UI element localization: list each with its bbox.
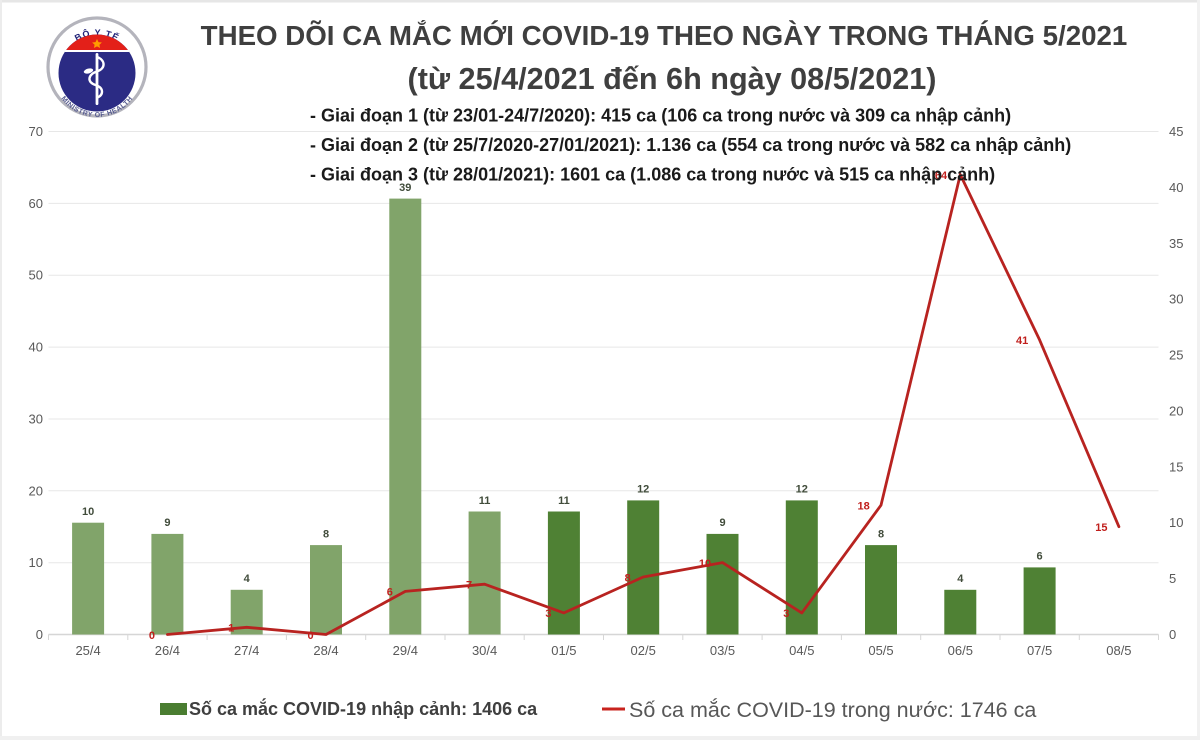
svg-text:10: 10: [82, 506, 94, 518]
svg-text:8: 8: [625, 572, 631, 584]
svg-text:45: 45: [1169, 124, 1183, 139]
svg-text:40: 40: [29, 340, 43, 355]
svg-text:10: 10: [699, 558, 711, 570]
svg-text:70: 70: [29, 124, 43, 139]
svg-text:4: 4: [957, 573, 964, 585]
svg-text:9: 9: [719, 517, 725, 529]
svg-text:25: 25: [1169, 348, 1183, 363]
svg-text:15: 15: [1169, 459, 1183, 474]
svg-text:11: 11: [479, 495, 491, 507]
svg-text:27/4: 27/4: [234, 643, 259, 658]
svg-text:6: 6: [1037, 551, 1043, 563]
svg-text:0: 0: [1169, 627, 1176, 642]
svg-text:4: 4: [244, 573, 251, 585]
svg-text:9: 9: [164, 517, 170, 529]
svg-text:02/5: 02/5: [631, 643, 656, 658]
svg-text:(từ 25/4/2021 đến 6h ngày 08/5: (từ 25/4/2021 đến 6h ngày 08/5/2021): [408, 62, 937, 96]
svg-text:12: 12: [796, 484, 808, 496]
svg-text:18: 18: [857, 501, 869, 513]
svg-text:8: 8: [878, 528, 884, 540]
svg-text:30/4: 30/4: [472, 643, 497, 658]
svg-text:6: 6: [387, 587, 393, 599]
svg-text:1: 1: [228, 623, 234, 635]
svg-text:3: 3: [545, 608, 551, 620]
svg-text:- Giai đoạn 3 (từ 28/01/2021):: - Giai đoạn 3 (từ 28/01/2021): 1601 ca (…: [310, 165, 995, 185]
svg-text:Số ca mắc COVID-19 nhập cảnh:: Số ca mắc COVID-19 nhập cảnh: 1406 ca: [189, 698, 538, 719]
svg-text:0: 0: [307, 630, 313, 642]
svg-text:03/5: 03/5: [710, 643, 735, 658]
svg-text:60: 60: [29, 196, 43, 211]
svg-text:10: 10: [29, 555, 43, 570]
svg-text:26/4: 26/4: [155, 643, 180, 658]
svg-text:- Giai đoạn 2 (từ 25/7/2020-27: - Giai đoạn 2 (từ 25/7/2020-27/01/2021):…: [310, 135, 1071, 155]
svg-text:15: 15: [1095, 522, 1107, 534]
svg-text:30: 30: [1169, 292, 1183, 307]
svg-text:5: 5: [1169, 571, 1176, 586]
svg-text:Số ca mắc COVID-19 trong nước:: Số ca mắc COVID-19 trong nước: 1746 ca: [629, 697, 1036, 722]
svg-text:01/5: 01/5: [551, 643, 576, 658]
svg-text:06/5: 06/5: [948, 643, 973, 658]
svg-text:8: 8: [323, 528, 329, 540]
svg-text:29/4: 29/4: [393, 643, 418, 658]
svg-text:25/4: 25/4: [75, 643, 100, 658]
svg-text:3: 3: [783, 608, 789, 620]
svg-text:05/5: 05/5: [868, 643, 893, 658]
svg-text:50: 50: [29, 268, 43, 283]
svg-text:10: 10: [1169, 515, 1183, 530]
svg-text:11: 11: [558, 495, 570, 507]
svg-text:08/5: 08/5: [1106, 643, 1131, 658]
svg-text:30: 30: [29, 412, 43, 427]
svg-text:35: 35: [1169, 236, 1183, 251]
svg-text:41: 41: [1016, 335, 1028, 347]
svg-text:0: 0: [36, 627, 43, 642]
svg-text:40: 40: [1169, 180, 1183, 195]
svg-text:28/4: 28/4: [313, 643, 338, 658]
svg-text:12: 12: [637, 484, 649, 496]
svg-text:7: 7: [466, 580, 472, 592]
svg-text:39: 39: [399, 182, 411, 194]
svg-text:20: 20: [1169, 404, 1183, 419]
svg-text:- Giai đoạn 1 (từ 23/01-24/7/2: - Giai đoạn 1 (từ 23/01-24/7/2020): 415 …: [310, 106, 1011, 126]
svg-text:20: 20: [29, 483, 43, 498]
svg-text:04/5: 04/5: [789, 643, 814, 658]
svg-text:0: 0: [149, 630, 155, 642]
svg-text:THEO DÕI CA MẮC MỚI COVID-19 T: THEO DÕI CA MẮC MỚI COVID-19 THEO NGÀY T…: [201, 20, 1128, 51]
svg-text:07/5: 07/5: [1027, 643, 1052, 658]
svg-text:64: 64: [935, 170, 948, 182]
